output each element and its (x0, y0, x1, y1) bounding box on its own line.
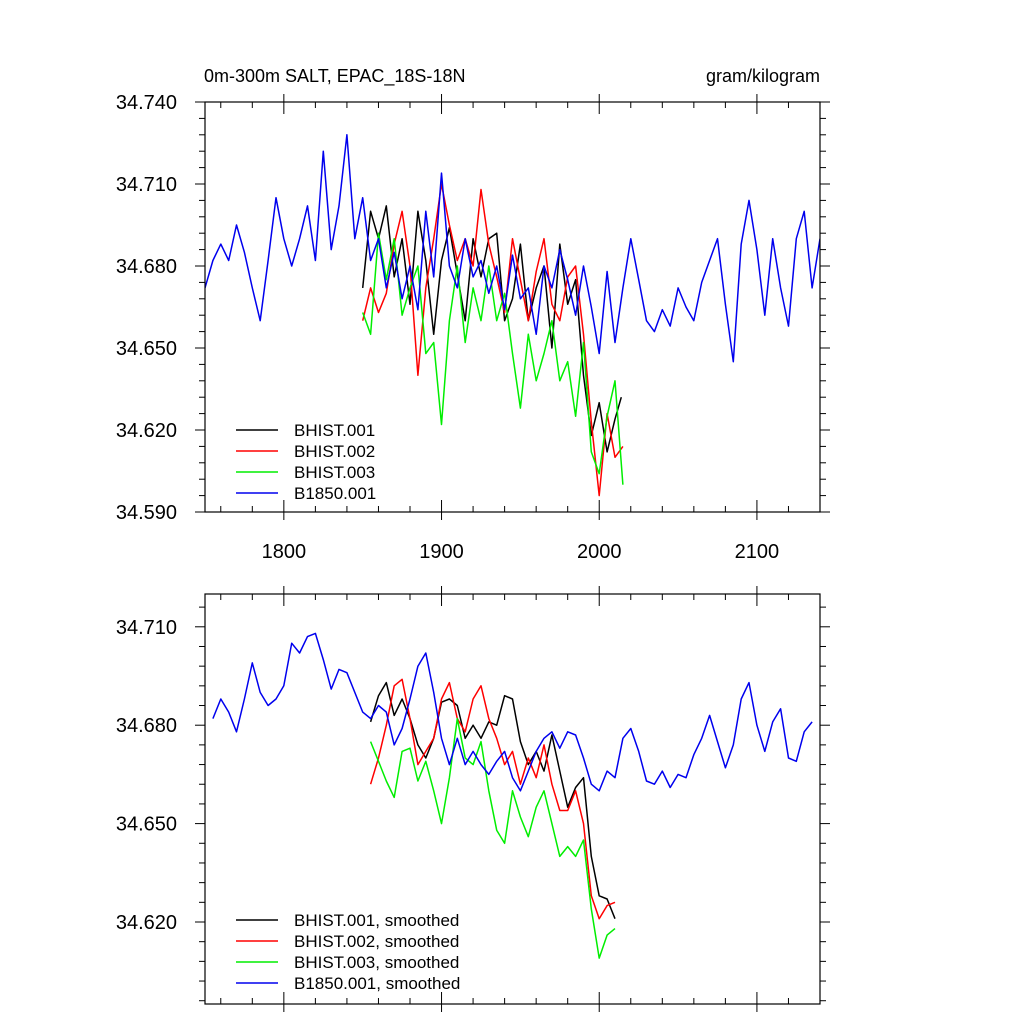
bottom-legend-label: BHIST.003, smoothed (294, 953, 459, 972)
bottom-y-tick-label: 34.710 (116, 617, 177, 639)
top-panel-title: 0m-300m SALT, EPAC_18S-18N (204, 66, 465, 87)
top-panel-units-label: gram/kilogram (706, 66, 820, 86)
top-panel-series-lines (205, 134, 820, 497)
top-y-tick-label: 34.620 (116, 420, 177, 442)
top-legend-label: BHIST.001 (294, 421, 375, 440)
bottom-series-line-bhist-003-smoothed (369, 717, 616, 959)
bottom-y-tick-label: 34.680 (116, 715, 177, 737)
top-y-tick-label: 34.710 (116, 174, 177, 196)
top-series-line-bhist-003 (361, 232, 624, 485)
top-legend-label: B1850.001 (294, 484, 376, 503)
top-legend-label: BHIST.002 (294, 442, 375, 461)
top-y-tick-label: 34.680 (116, 256, 177, 278)
top-y-tick-label: 34.590 (116, 502, 177, 524)
top-x-tick-label: 2000 (577, 541, 622, 563)
bottom-y-tick-label: 34.650 (116, 814, 177, 836)
bottom-series-line-bhist-002-smoothed (369, 678, 616, 920)
top-panel-axes: 1800 1900 2000 2100 34.590 34.620 34.650 34.680… (116, 92, 830, 563)
top-panel-raw-series: 0m-300m SALT, EPAC_18S-18N gram/kilogram… (116, 66, 830, 563)
top-panel-frame (204, 101, 821, 513)
bottom-legend-label: BHIST.002, smoothed (294, 932, 459, 951)
bottom-panel-axes: 34.620 34.650 34.680 34.710 (116, 586, 830, 1012)
bottom-panel-legend: BHIST.001, smoothed BHIST.002, smoothed BH… (236, 911, 460, 993)
top-y-tick-label: 34.740 (116, 92, 177, 114)
bottom-y-tick-label: 34.620 (116, 912, 177, 934)
bottom-legend-label: BHIST.001, smoothed (294, 911, 459, 930)
top-series-line-bhist-001 (361, 205, 623, 453)
bottom-panel-frame (204, 593, 821, 1005)
top-series-line-bhist-002 (361, 183, 624, 497)
bottom-panel-series-lines (212, 632, 813, 959)
bottom-series-line-b1850-001-smoothed (212, 632, 813, 792)
top-y-tick-label: 34.650 (116, 338, 177, 360)
top-series-line-b1850-001 (205, 134, 820, 363)
top-panel-legend: BHIST.001 BHIST.002 BHIST.003 B1850.001 (236, 421, 376, 503)
bottom-panel-smoothed-series: 34.620 34.650 34.680 34.710 BHIST.001, smoo… (116, 586, 830, 1012)
top-x-tick-label: 1900 (419, 541, 464, 563)
bottom-legend-label: B1850.001, smoothed (294, 974, 460, 993)
top-x-tick-label: 2100 (735, 541, 780, 563)
top-legend-label: BHIST.003 (294, 463, 375, 482)
top-x-tick-label: 1800 (262, 541, 307, 563)
